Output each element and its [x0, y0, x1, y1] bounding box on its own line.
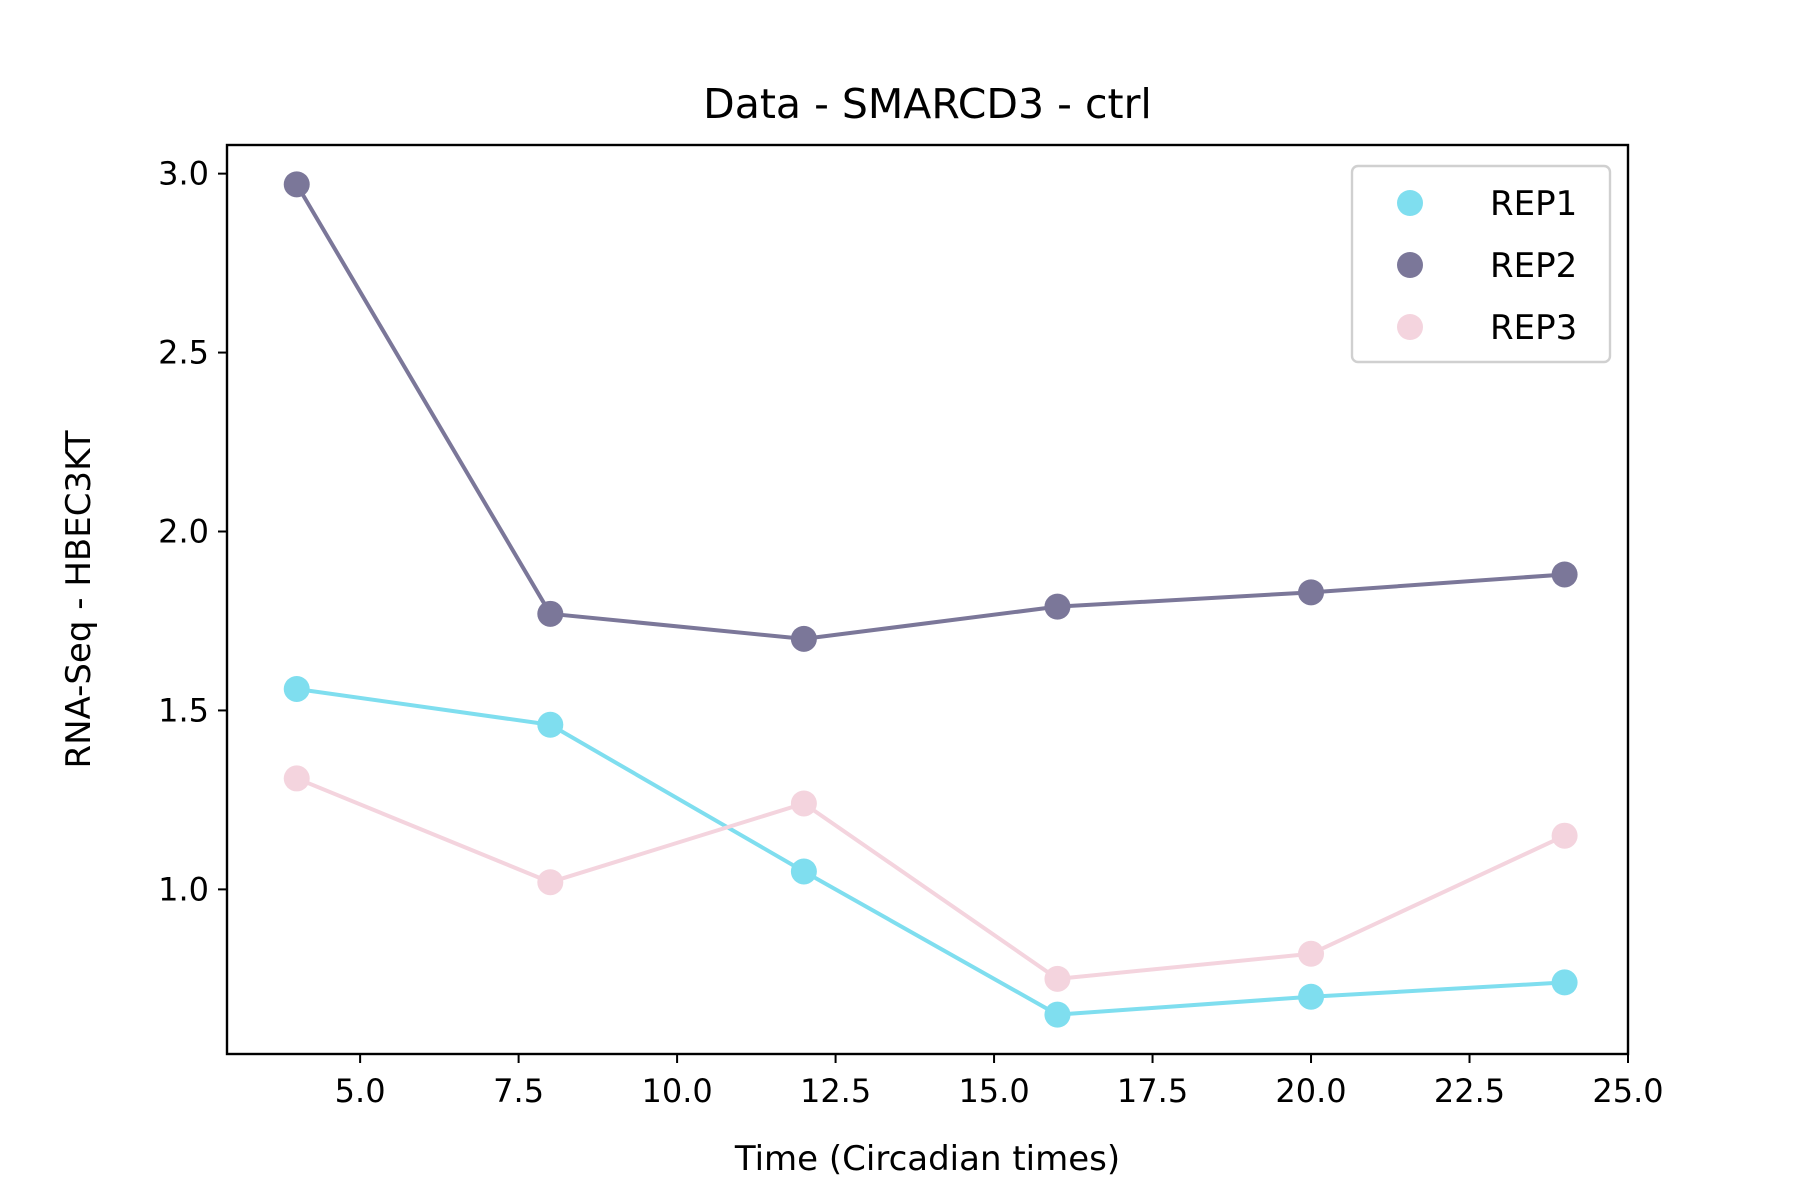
x-tick-label: 10.0	[641, 1072, 712, 1110]
legend-marker	[1397, 190, 1423, 216]
legend-label: REP3	[1490, 308, 1577, 348]
data-point	[790, 858, 817, 885]
series-rep3	[283, 765, 1578, 992]
data-point	[1044, 965, 1071, 992]
x-tick-label: 22.5	[1434, 1072, 1505, 1110]
y-tick-label: 2.5	[158, 334, 209, 372]
series-layer	[283, 171, 1578, 1028]
series-rep1	[283, 675, 1578, 1028]
data-point	[1044, 593, 1071, 620]
x-axis-title: Time (Circadian times)	[734, 1139, 1120, 1179]
legend-marker	[1397, 314, 1423, 340]
data-point	[283, 765, 310, 792]
data-point	[1298, 940, 1325, 967]
legend: REP1 REP2 REP3	[1350, 164, 1612, 364]
chart-title: Data - SMARCD3 - ctrl	[703, 80, 1152, 128]
data-point	[1298, 579, 1325, 606]
data-point	[1044, 1001, 1071, 1028]
y-axis: 1.0 1.5 2.0 2.5 3.0	[158, 155, 227, 908]
plot-frame	[225, 143, 1630, 1056]
data-point	[537, 711, 564, 738]
data-point	[283, 675, 310, 702]
data-point	[537, 869, 564, 896]
series-rep2	[283, 171, 1578, 652]
data-point	[1551, 561, 1578, 588]
x-tick-label: 17.5	[1117, 1072, 1188, 1110]
y-tick-label: 1.0	[158, 870, 209, 908]
x-tick-label: 7.5	[493, 1072, 544, 1110]
y-axis-title: RNA-Seq - HBEC3KT	[59, 430, 99, 768]
legend-marker	[1397, 252, 1423, 278]
y-tick-label: 2.0	[158, 513, 209, 551]
data-point	[790, 790, 817, 817]
data-point	[537, 600, 564, 627]
x-tick-label: 15.0	[958, 1072, 1029, 1110]
series-line	[296, 686, 1565, 1017]
data-point	[790, 625, 817, 652]
x-tick-label: 20.0	[1275, 1072, 1346, 1110]
legend-label: REP2	[1490, 246, 1577, 286]
series-line	[295, 776, 1566, 981]
data-point	[283, 171, 310, 198]
data-point	[1551, 822, 1578, 849]
y-tick-label: 1.5	[158, 691, 209, 729]
x-tick-label: 25.0	[1592, 1072, 1663, 1110]
data-point	[1551, 969, 1578, 996]
legend-label: REP1	[1490, 184, 1577, 224]
x-tick-label: 5.0	[335, 1072, 386, 1110]
y-tick-label: 3.0	[158, 155, 209, 193]
legend-box	[1350, 164, 1612, 364]
data-point	[1298, 983, 1325, 1010]
series-line	[295, 183, 1565, 641]
x-tick-label: 12.5	[800, 1072, 871, 1110]
x-axis: 5.0 7.5 10.0 12.5 15.0 17.5 20.0 22.5 25.0	[335, 1054, 1664, 1110]
